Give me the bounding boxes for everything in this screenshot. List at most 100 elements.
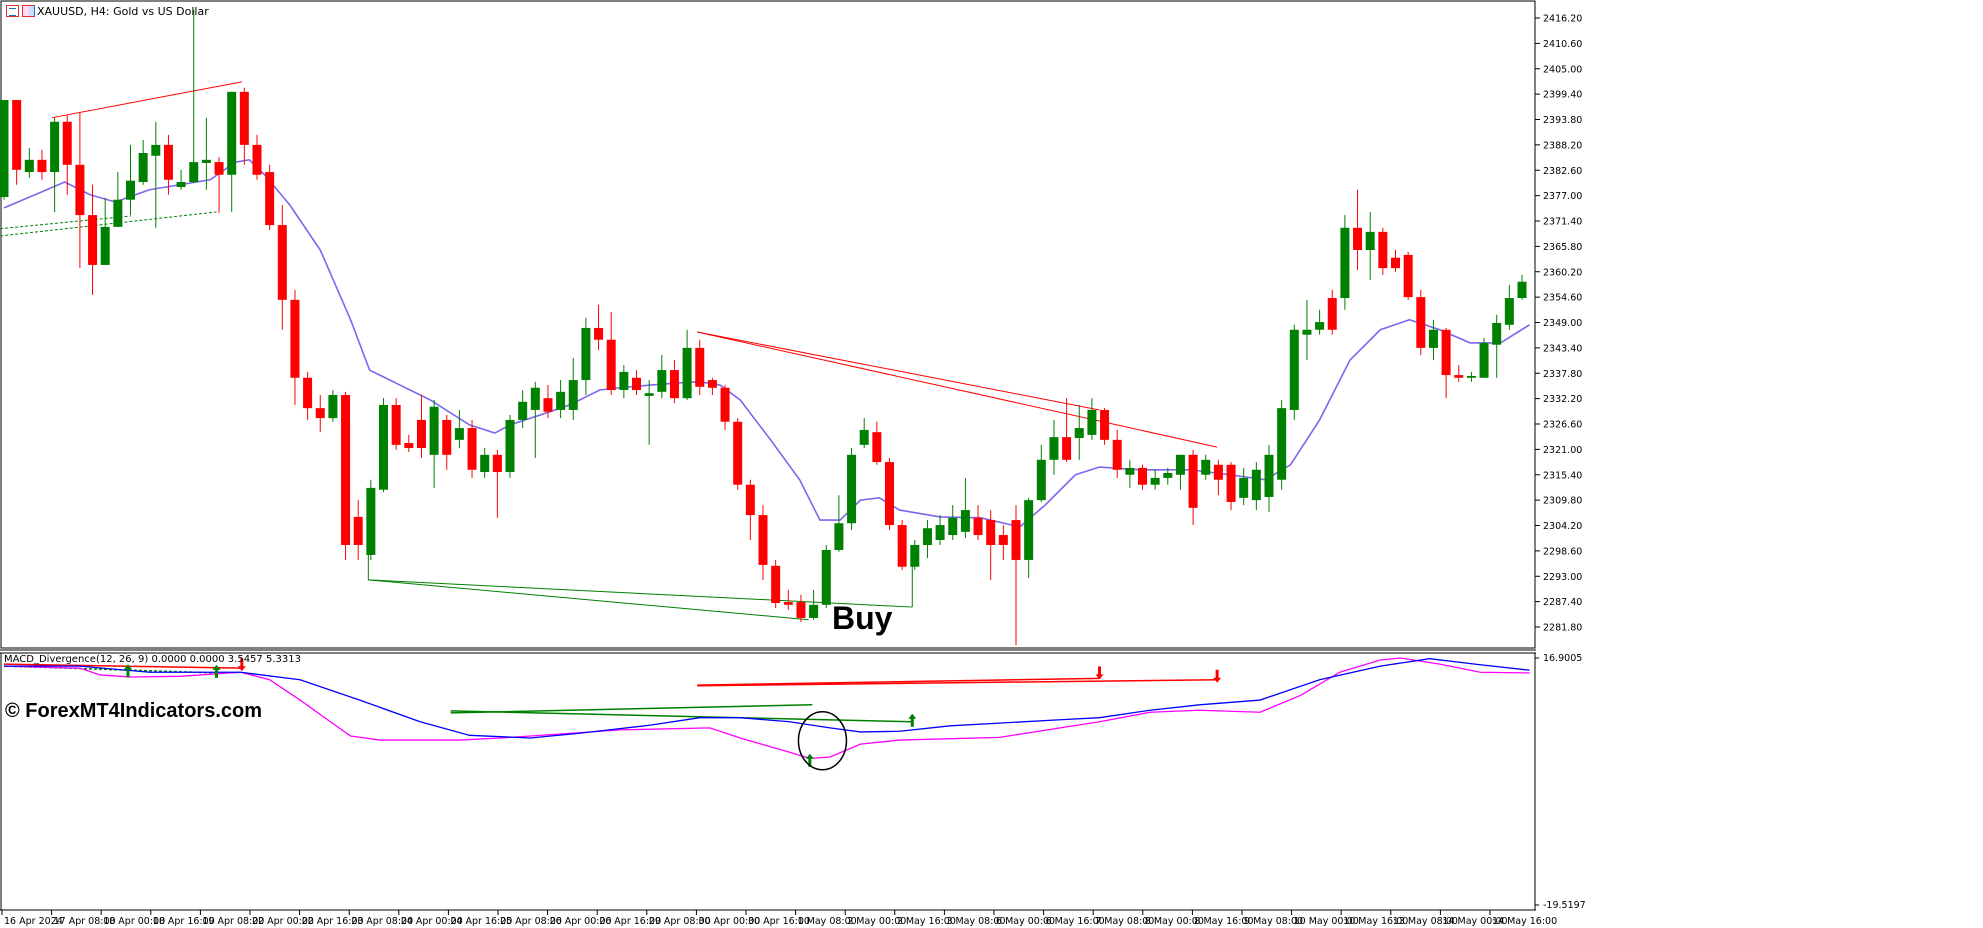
time-tick-label: 23 Apr 08:00 bbox=[351, 916, 413, 927]
bear-candle bbox=[1226, 464, 1236, 502]
template-icon[interactable] bbox=[22, 5, 35, 17]
bear-candle bbox=[442, 419, 452, 455]
bear-candle bbox=[277, 225, 287, 300]
bear-candle bbox=[62, 121, 72, 165]
bear-candle bbox=[214, 162, 224, 175]
macd-panel bbox=[3, 657, 1530, 771]
bear-candle bbox=[695, 347, 705, 387]
time-tick-label: 6 May 00:00 bbox=[996, 916, 1055, 927]
bear-candle bbox=[897, 525, 907, 567]
bull-candle bbox=[379, 404, 388, 490]
time-tick-label: 19 Apr 08:00 bbox=[202, 916, 264, 927]
bull-candle bbox=[1087, 409, 1097, 435]
price-tick-label: 2343.40 bbox=[1543, 343, 1582, 354]
bull-candle bbox=[1074, 428, 1084, 439]
bear-candle bbox=[315, 408, 325, 419]
bull-candle bbox=[50, 121, 60, 173]
time-tick-label: 18 Apr 00:00 bbox=[103, 916, 165, 927]
bear-candle bbox=[669, 370, 679, 399]
bear-candle bbox=[1378, 231, 1388, 269]
bull-candle bbox=[657, 370, 667, 392]
bear-candle bbox=[252, 144, 262, 175]
bull-candle bbox=[505, 419, 515, 473]
bull-candle bbox=[1036, 459, 1046, 501]
bear-candle bbox=[745, 484, 755, 516]
time-tick-label: 24 Apr 00:00 bbox=[401, 916, 463, 927]
price-tick-label: 2321.00 bbox=[1543, 445, 1582, 456]
price-tick-label: 2326.60 bbox=[1543, 420, 1582, 431]
bear-candle bbox=[733, 421, 743, 485]
bear-candle bbox=[973, 517, 983, 536]
bull-candle bbox=[1125, 467, 1135, 475]
bull-candle bbox=[1492, 322, 1502, 345]
bear-candle bbox=[783, 602, 793, 605]
time-tick-label: 1 May 08:00 bbox=[798, 916, 857, 927]
price-tick-label: 2416.20 bbox=[1543, 14, 1582, 25]
bull-candle bbox=[859, 429, 869, 445]
bearish-divergence-line bbox=[697, 331, 1100, 411]
time-tick-label: 8 May 00:00 bbox=[1145, 916, 1204, 927]
buy-arrow-icon bbox=[908, 713, 917, 727]
bull-candle bbox=[581, 327, 591, 381]
bull-candle bbox=[151, 144, 161, 156]
bull-candle bbox=[518, 401, 528, 420]
bear-candle bbox=[1454, 375, 1464, 378]
bear-candle bbox=[467, 428, 477, 470]
bull-candle bbox=[1289, 329, 1299, 410]
price-tick-label: 2309.80 bbox=[1543, 496, 1582, 507]
bear-candle bbox=[632, 377, 641, 391]
time-tick-label: 6 May 16:00 bbox=[1046, 916, 1105, 927]
bull-candle bbox=[176, 182, 186, 188]
bearish-divergence-line bbox=[51, 81, 242, 119]
macd-signal-line bbox=[4, 658, 1530, 739]
bull-candle bbox=[1277, 408, 1287, 480]
bear-candle bbox=[1416, 297, 1426, 348]
bear-candle bbox=[1441, 329, 1451, 376]
time-tick-label: 10 May 16:00 bbox=[1343, 916, 1408, 927]
bear-candle bbox=[606, 339, 616, 391]
bull-candle bbox=[1315, 322, 1325, 330]
time-tick-label: 2 May 16:00 bbox=[897, 916, 956, 927]
bear-candle bbox=[416, 419, 426, 449]
bull-candle bbox=[1340, 227, 1350, 299]
bear-candle bbox=[404, 443, 414, 449]
sell-arrow-icon bbox=[1213, 669, 1222, 683]
price-tick-label: 2377.00 bbox=[1543, 191, 1582, 202]
time-tick-label: 2 May 00:00 bbox=[847, 916, 906, 927]
bull-candle bbox=[556, 391, 566, 410]
bull-candle bbox=[100, 226, 110, 265]
bull-candle bbox=[1251, 469, 1261, 501]
price-tick-label: 2371.40 bbox=[1543, 217, 1582, 228]
price-tick-label: 2405.00 bbox=[1543, 64, 1582, 75]
price-axis[interactable]: 2416.20 2410.60 2405.00 2399.40 2393.80 2388.… bbox=[1535, 14, 1582, 634]
bull-candle bbox=[1163, 472, 1173, 478]
time-tick-label: 17 Apr 08:00 bbox=[54, 916, 116, 927]
bear-candle bbox=[872, 432, 882, 463]
bull-candle bbox=[935, 525, 945, 540]
price-tick-label: 2399.40 bbox=[1543, 90, 1582, 101]
macd-scale-max: 16.9005 bbox=[1543, 653, 1582, 664]
bull-candle bbox=[910, 544, 920, 567]
candles bbox=[0, 9, 1527, 646]
bear-candle bbox=[1112, 439, 1122, 470]
bearish-divergence-line bbox=[697, 331, 1218, 448]
bull-candle bbox=[1264, 454, 1274, 497]
price-tick-label: 2349.00 bbox=[1543, 318, 1582, 329]
buy-annotation: Buy bbox=[832, 600, 893, 636]
bear-candle bbox=[594, 327, 604, 340]
bull-candle bbox=[429, 406, 439, 455]
time-tick-label: 8 May 16:00 bbox=[1194, 916, 1253, 927]
macd-bearish-divergence-line bbox=[697, 678, 1218, 687]
price-tick-label: 2281.80 bbox=[1543, 623, 1582, 634]
price-tick-label: 2382.60 bbox=[1543, 166, 1582, 177]
bull-candle bbox=[619, 371, 629, 391]
time-tick-label: 30 Apr 00:00 bbox=[698, 916, 760, 927]
chart-list-icon[interactable] bbox=[6, 5, 19, 17]
time-tick-label: 9 May 08:00 bbox=[1244, 916, 1303, 927]
macd-main-line bbox=[3, 657, 1530, 760]
bear-candle bbox=[303, 377, 313, 409]
time-tick-label: 29 Apr 08:00 bbox=[649, 916, 711, 927]
bull-candle bbox=[960, 510, 970, 532]
